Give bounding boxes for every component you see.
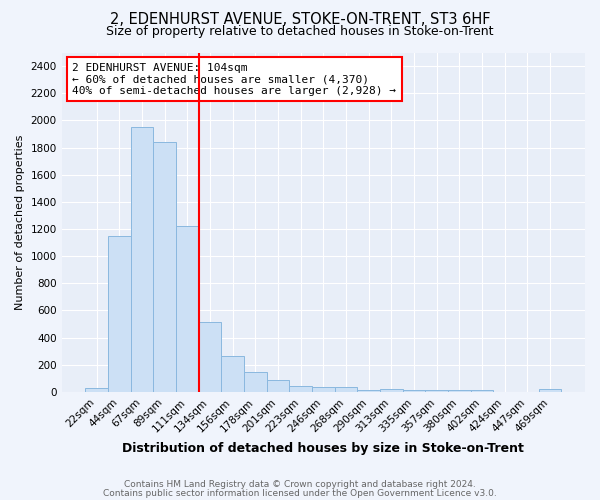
Text: Contains HM Land Registry data © Crown copyright and database right 2024.: Contains HM Land Registry data © Crown c…	[124, 480, 476, 489]
Bar	[108, 236, 131, 392]
Text: Size of property relative to detached houses in Stoke-on-Trent: Size of property relative to detached ho…	[106, 25, 494, 38]
Bar	[425, 390, 448, 392]
Bar	[199, 322, 221, 392]
Bar	[266, 380, 289, 392]
Bar	[403, 390, 425, 392]
Bar	[448, 390, 470, 392]
Bar	[176, 226, 199, 392]
Bar	[358, 390, 380, 392]
Bar	[312, 386, 335, 392]
Bar	[380, 389, 403, 392]
Y-axis label: Number of detached properties: Number of detached properties	[15, 134, 25, 310]
Bar	[85, 388, 108, 392]
Bar	[244, 372, 266, 392]
Bar	[221, 356, 244, 392]
Text: Contains public sector information licensed under the Open Government Licence v3: Contains public sector information licen…	[103, 488, 497, 498]
Bar	[131, 127, 154, 392]
Bar	[154, 142, 176, 392]
X-axis label: Distribution of detached houses by size in Stoke-on-Trent: Distribution of detached houses by size …	[122, 442, 524, 455]
Bar	[335, 387, 358, 392]
Bar	[470, 390, 493, 392]
Bar	[539, 389, 561, 392]
Bar	[289, 386, 312, 392]
Text: 2 EDENHURST AVENUE: 104sqm
← 60% of detached houses are smaller (4,370)
40% of s: 2 EDENHURST AVENUE: 104sqm ← 60% of deta…	[72, 62, 396, 96]
Text: 2, EDENHURST AVENUE, STOKE-ON-TRENT, ST3 6HF: 2, EDENHURST AVENUE, STOKE-ON-TRENT, ST3…	[110, 12, 490, 28]
